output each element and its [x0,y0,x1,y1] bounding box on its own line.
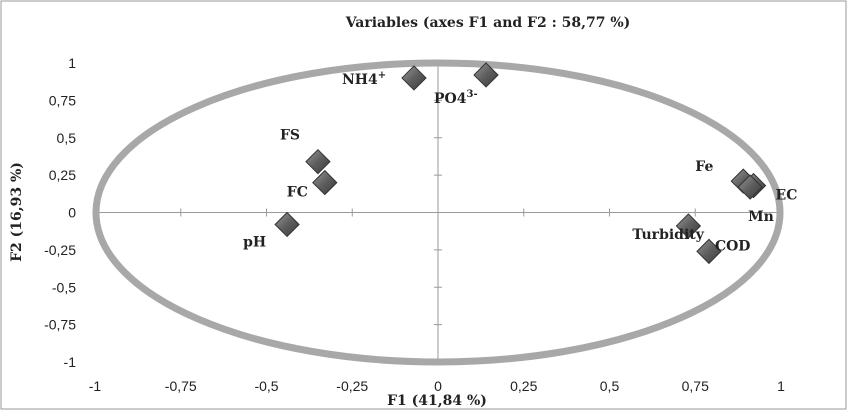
point-label-fs: FS [280,128,300,144]
axes: -1 -0,75 -0,5 -0,25 0 0,25 0,5 0,75 1 1 0,75 0,5 0,2… [44,55,785,394]
point-label-ec: EC [776,188,798,204]
data-point-fc [312,169,338,196]
y-tick-label: 0,75 [49,92,76,108]
x-tick-label: 0,5 [600,378,620,394]
point-label-cod: COD [715,238,750,254]
data-point-mn [737,174,763,200]
correlation-circle-layer [92,59,784,366]
point-label-po4: PO43- [434,89,478,107]
x-tick-label: 0,75 [682,378,709,394]
x-tick-label: 0,25 [510,378,537,394]
correlation-circle [92,59,784,366]
point-label-mn: Mn [748,209,774,225]
x-tick-label: -0,25 [336,378,368,394]
x-tick-label: -0,5 [254,378,278,394]
point-label-turbidity: Turbidity [632,227,704,243]
x-axis-label: F1 (41,84 %) [387,393,487,409]
point-label-fc: FC [287,185,308,201]
y-axis-label: F2 (16,93 %) [9,162,25,262]
data-point-nh4 [401,65,427,91]
data-point-turbidity [675,213,702,239]
point-label-nh4: NH4+ [342,70,386,88]
y-tick-label: -0,25 [44,242,76,258]
x-tick-label: 0 [434,378,442,394]
y-tick-label: -0,75 [44,317,76,333]
x-tick-label: -1 [89,378,102,394]
chart-title: Variables (axes F1 and F2 : 58,77 %) [345,15,631,31]
points [274,62,767,265]
data-point-cod [696,238,722,265]
y-tick-label: 1 [68,55,76,71]
data-point-po4 [473,62,499,88]
data-point-fs [305,148,331,175]
y-tick-label: -1 [64,354,77,370]
y-tick-label: -0,5 [52,279,76,295]
point-label-fe: Fe [695,159,713,175]
x-tick-label: -0,75 [165,378,197,394]
y-tick-label: 0 [68,205,76,221]
point-label-ph: pH [243,234,266,250]
data-point-ph [274,211,300,238]
y-tick-label: 0,25 [49,167,76,183]
x-tick-label: 1 [777,378,785,394]
y-tick-label: 0,5 [57,130,77,146]
